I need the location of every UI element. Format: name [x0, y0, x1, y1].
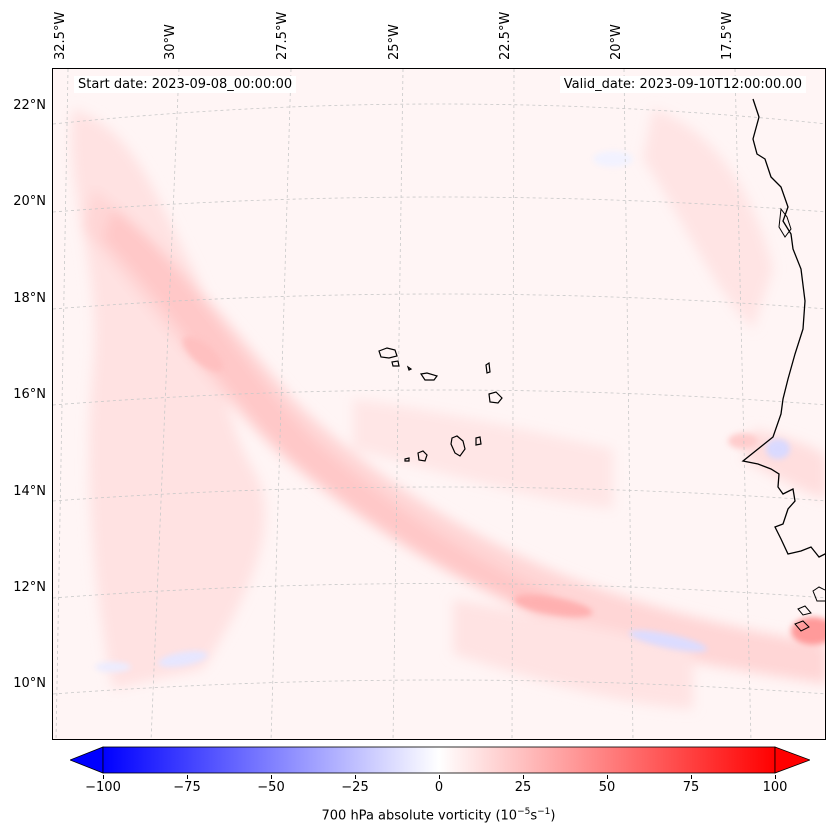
lon-label-30w: 30°W: [163, 24, 178, 60]
lon-label-32-5w: 32.5°W: [53, 11, 68, 60]
cb-tick-label: −75: [173, 780, 201, 795]
lat-label-10n: 10°N: [13, 676, 46, 691]
cb-tick-label: −25: [341, 780, 369, 795]
lat-label-12n: 12°N: [13, 580, 46, 595]
cb-tick-label: −50: [257, 780, 285, 795]
positive-vorticity-regions: [71, 109, 825, 709]
west-africa-coastline: [741, 98, 825, 558]
coastal-island-small-2: [794, 620, 810, 632]
cb-tickmark: [187, 775, 188, 779]
cb-tick-label: −100: [85, 780, 121, 795]
cape-verde-islands: [378, 347, 503, 462]
colorbar-label-exp1: −5: [517, 807, 531, 817]
cb-tickmark: [355, 775, 356, 779]
cb-tickmark: [775, 775, 776, 779]
colorbar-label-exp2: −1: [537, 807, 551, 817]
cb-tick-label: 0: [434, 780, 444, 795]
lon-label-27-5w: 27.5°W: [275, 11, 290, 60]
lat-label-22n: 22°N: [13, 98, 46, 113]
coastal-island: [778, 207, 792, 238]
lat-label-18n: 18°N: [13, 291, 46, 306]
cb-tick-label: 75: [682, 780, 700, 795]
negative-vorticity-regions: [95, 151, 790, 672]
map-canvas: [53, 69, 825, 739]
start-date-label: Start date: 2023-09-08_00:00:00: [74, 76, 297, 93]
valid-date-label: Valid_date: 2023-09-10T12:00:00.00: [559, 76, 806, 93]
colorbar-max-extend: [774, 746, 812, 774]
lon-label-20w: 20°W: [609, 24, 624, 60]
bijagos-islands: [812, 586, 825, 602]
cb-tickmark: [523, 775, 524, 779]
cb-tickmark: [439, 775, 440, 779]
lat-label-14n: 14°N: [13, 484, 46, 499]
coastal-island-small: [797, 605, 812, 616]
colorbar-label-mid: s: [530, 808, 538, 824]
colorbar: [68, 745, 812, 775]
vorticity-maxima: [182, 336, 825, 645]
cb-tickmark: [607, 775, 608, 779]
cb-tickmark: [103, 775, 104, 779]
lon-label-17-5w: 17.5°W: [720, 11, 735, 60]
lat-label-16n: 16°N: [13, 387, 46, 402]
lat-label-20n: 20°N: [13, 194, 46, 209]
lon-label-25w: 25°W: [387, 24, 402, 60]
colorbar-min-extend: [68, 746, 104, 774]
colorbar-gradient: [102, 746, 776, 774]
vorticity-map: [52, 68, 826, 740]
cb-tick-label: 25: [514, 780, 532, 795]
lon-label-22-5w: 22.5°W: [498, 11, 513, 60]
gridlines: [53, 69, 825, 739]
colorbar-label: 700 hPa absolute vorticity (10−5s−1): [0, 807, 837, 823]
cb-tick-label: 100: [762, 780, 788, 795]
colorbar-svg: [68, 746, 812, 774]
colorbar-label-suffix: ): [550, 808, 556, 824]
cb-tick-label: 50: [598, 780, 616, 795]
colorbar-label-prefix: 700 hPa absolute vorticity (10: [321, 808, 518, 824]
cb-tickmark: [271, 775, 272, 779]
cb-tickmark: [691, 775, 692, 779]
